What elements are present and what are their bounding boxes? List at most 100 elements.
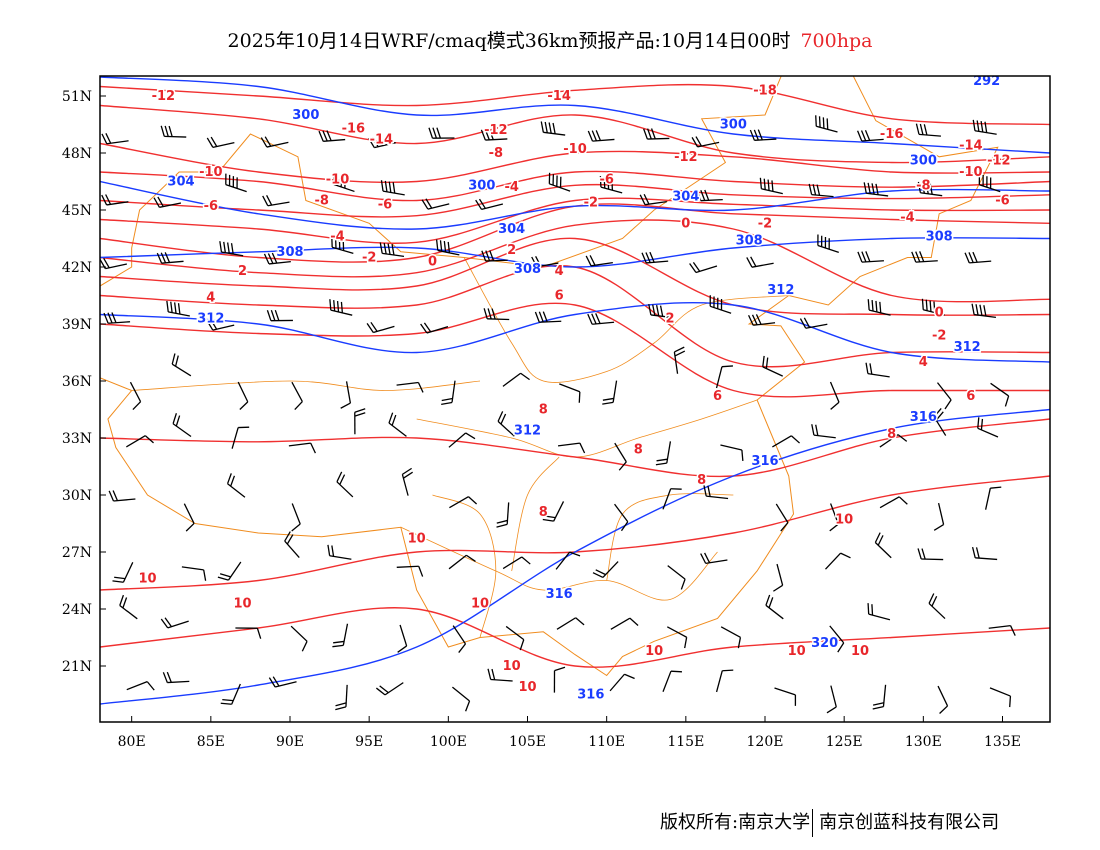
temperature-contour: [100, 83, 1050, 126]
copyright-footer: 版权所有:南京大学 南京创蓝科技有限公司: [660, 808, 999, 837]
wind-barbs: [100, 115, 1016, 714]
wind-barb: [749, 129, 777, 141]
wind-barb: [811, 424, 836, 439]
lon-tick-label: 130E: [905, 734, 942, 750]
temperature-label: 0: [428, 254, 437, 269]
wind-barb: [817, 234, 839, 254]
wind-barb: [332, 173, 355, 193]
wind-barb: [696, 189, 723, 202]
height-contour: [100, 237, 1050, 268]
wind-barb: [331, 236, 354, 254]
province-border: [606, 493, 734, 581]
wind-barb: [291, 503, 301, 532]
wind-barb: [502, 556, 531, 570]
lat-tick-label: 30N: [62, 488, 92, 504]
wind-barb: [655, 441, 672, 466]
wind-barb: [639, 193, 667, 206]
wind-barb: [863, 182, 889, 197]
temperature-contour: [100, 183, 1050, 218]
temperature-label: -8: [314, 194, 328, 209]
wind-barb: [762, 355, 783, 377]
wind-barb: [290, 625, 308, 652]
temperature-label: -12: [484, 123, 508, 138]
wind-barb: [153, 196, 182, 208]
map-layers: -12 -16 -14 -12 -8 -14 -10 -10 -10 -8 -6 -6 -4 -2 0 2 4 4…: [100, 76, 1050, 714]
height-label: 308: [514, 262, 541, 277]
temperature-label: 8: [697, 473, 706, 488]
province-border: [416, 399, 758, 458]
wind-barb: [487, 668, 513, 682]
height-contour: [100, 408, 1050, 705]
temperature-label: 10: [788, 644, 806, 659]
wind-barb: [542, 501, 565, 522]
lon-tick-label: 85E: [197, 734, 225, 750]
temperature-contour: [100, 237, 1050, 316]
temperature-label: -14: [959, 138, 983, 153]
wind-barb: [808, 183, 834, 198]
wind-barb: [531, 256, 559, 268]
wind-barb: [225, 173, 247, 193]
lat-tick-label: 48N: [62, 146, 92, 162]
wind-barb: [160, 125, 187, 138]
wind-barb: [448, 432, 476, 448]
wind-barb: [119, 594, 138, 620]
temperature-contour: [100, 265, 1050, 368]
wind-barb: [602, 380, 618, 405]
lon-tick-label: 90E: [276, 734, 304, 750]
wind-barb: [610, 617, 639, 630]
height-label: 312: [767, 283, 794, 298]
wind-barb: [972, 119, 997, 135]
height-label: 316: [546, 587, 573, 602]
wind-barb: [156, 252, 184, 264]
height-label: 300: [910, 154, 937, 169]
wind-barb: [720, 626, 742, 649]
wind-barb: [747, 314, 776, 326]
temperature-label: 4: [206, 290, 215, 305]
lat-tick-label: 27N: [62, 545, 92, 561]
wind-barb: [219, 241, 244, 257]
height-label: 312: [954, 340, 981, 355]
wind-barb: [867, 603, 891, 621]
wind-barb: [497, 411, 515, 437]
wind-barb: [171, 353, 192, 377]
height-label: 308: [276, 245, 303, 260]
wind-barb: [977, 417, 999, 438]
height-label: 308: [926, 230, 953, 245]
wind-barb: [879, 496, 908, 509]
wind-barb: [354, 408, 366, 435]
wind-barb: [673, 346, 686, 374]
wind-barb: [867, 299, 891, 316]
wind-barb: [587, 130, 615, 142]
height-label: 300: [292, 108, 319, 123]
temperature-label: -16: [342, 121, 366, 136]
pressure-level: 700hpa: [800, 30, 873, 52]
temperature-label: -12: [152, 89, 176, 104]
temperature-label: 4: [555, 264, 564, 279]
province-border: [511, 456, 560, 572]
wind-barb: [388, 412, 407, 437]
wind-barb: [700, 552, 728, 565]
wind-barb: [452, 625, 467, 653]
wind-barb: [379, 242, 405, 258]
lon-tick-label: 125E: [826, 734, 863, 750]
wind-barb: [643, 128, 670, 140]
wind-barb: [555, 551, 581, 570]
wind-barb: [815, 115, 838, 133]
wind-barb: [481, 250, 508, 262]
temperature-label: 10: [518, 680, 536, 695]
temperature-label: -10: [326, 173, 350, 188]
temperature-contours: [100, 83, 1050, 668]
wind-barb: [335, 684, 348, 711]
wind-barb: [715, 365, 733, 389]
height-label: 304: [167, 175, 194, 190]
wind-barb: [329, 299, 353, 316]
temperature-contour: [100, 197, 1050, 244]
wind-barb: [548, 172, 571, 192]
wind-barb: [667, 565, 686, 590]
wind-barb: [340, 381, 352, 409]
temperature-label: -18: [753, 83, 777, 98]
temperature-label: 10: [851, 644, 869, 659]
wind-barb: [772, 435, 801, 448]
temperature-contour: [100, 142, 1050, 184]
wind-barb: [505, 625, 525, 651]
